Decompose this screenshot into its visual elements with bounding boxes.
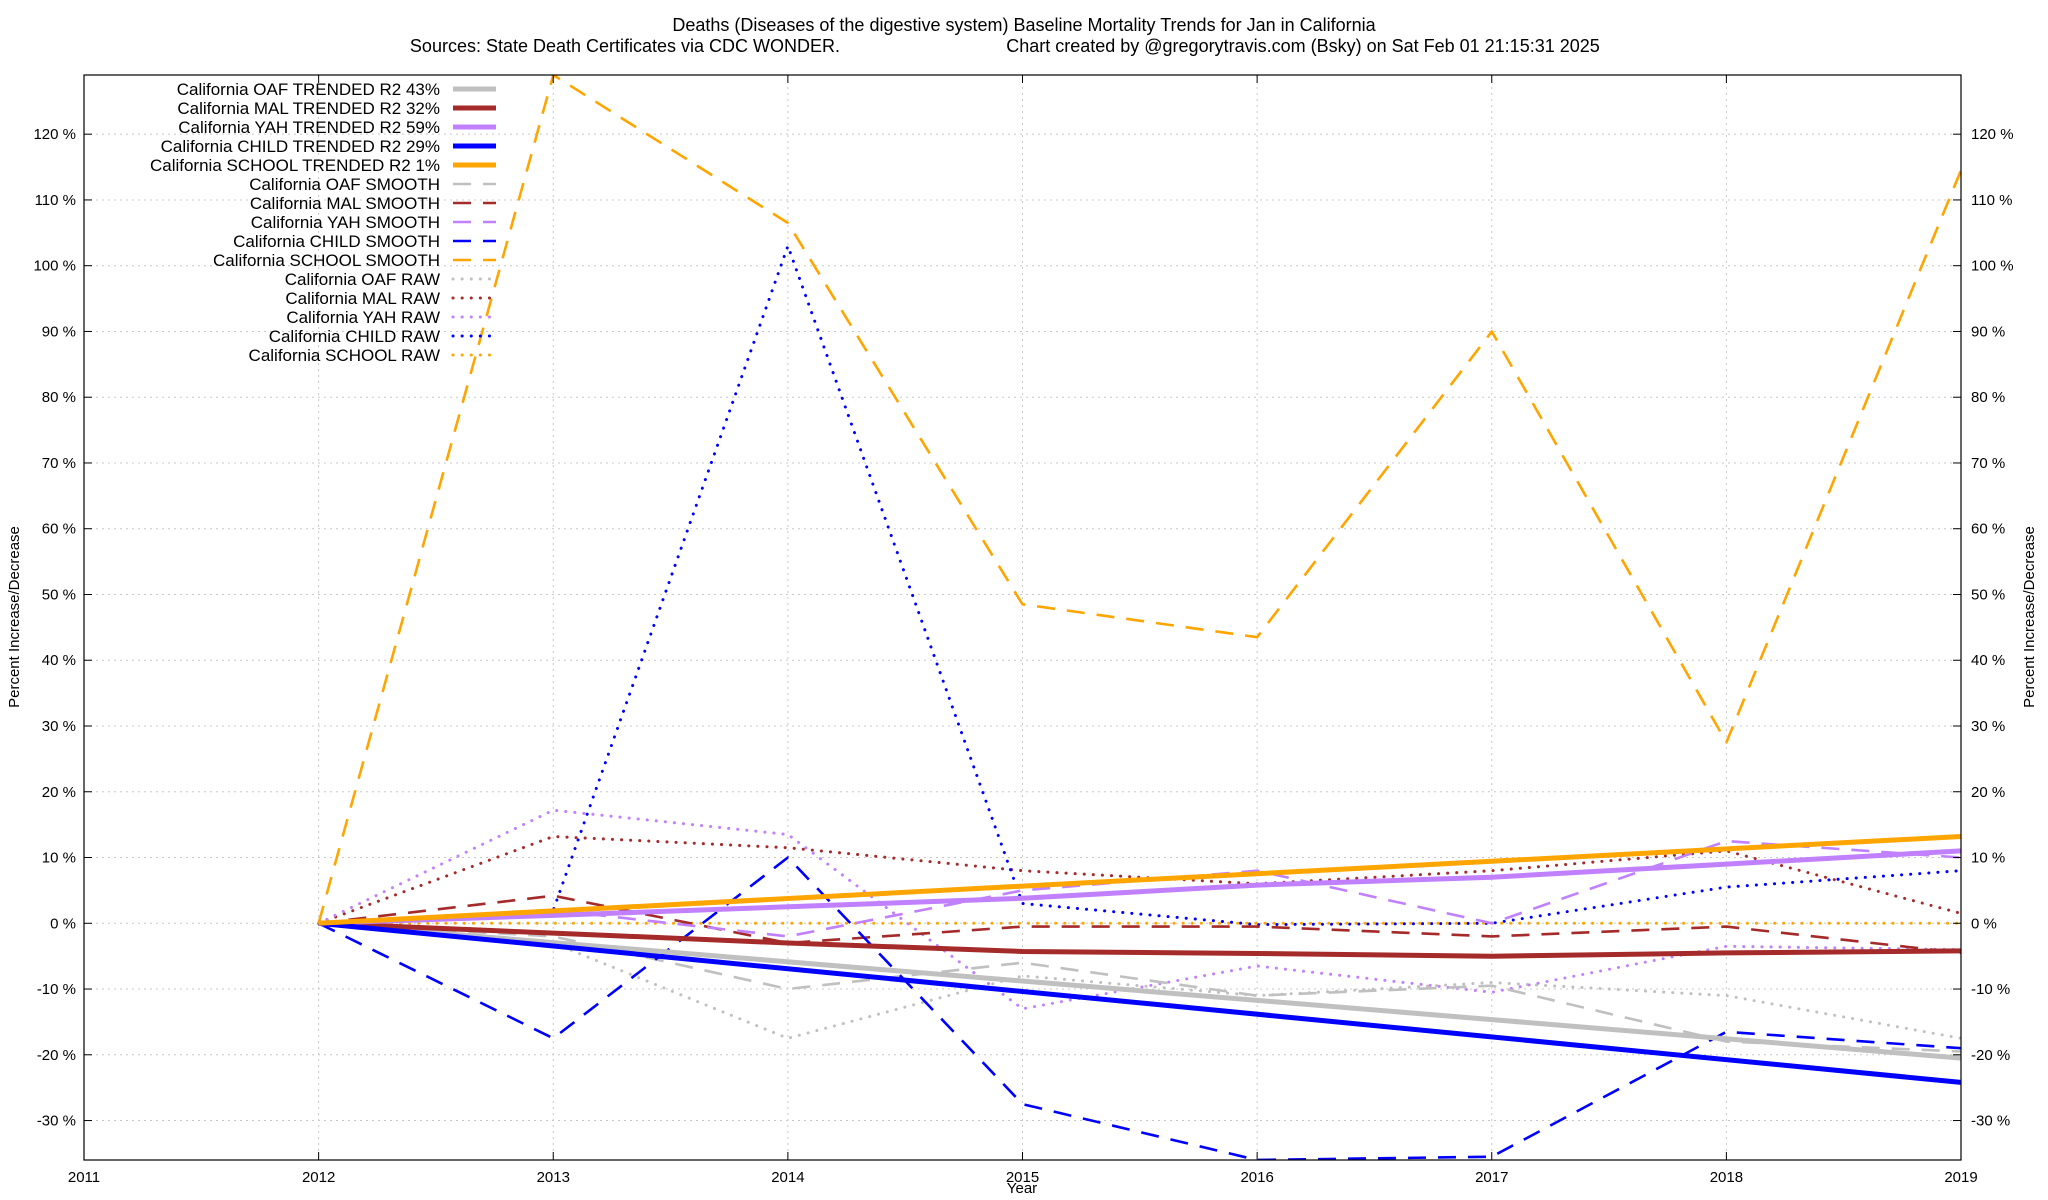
y-tick-label-left: 120 %	[33, 126, 76, 143]
y-tick-label-left: 40 %	[42, 652, 76, 669]
x-tick-label: 2012	[302, 1169, 335, 1186]
chart-subtitle-credit: Chart created by @gregorytravis.com (Bsk…	[1006, 36, 1600, 56]
x-tick-label: 2014	[771, 1169, 804, 1186]
y-tick-label-right: 20 %	[1971, 784, 2005, 801]
legend-label: California SCHOOL SMOOTH	[213, 251, 440, 270]
legend-label: California SCHOOL TRENDED R2 1%	[150, 156, 440, 175]
y-tick-label-left: 110 %	[35, 192, 76, 209]
y-tick-label-right: 90 %	[1971, 323, 2005, 340]
series-line-yah-trended-solid	[318, 848, 1961, 926]
series-line-child-raw-dotted	[317, 244, 1961, 927]
legend-label: California YAH RAW	[286, 308, 440, 327]
series-line-mal-smooth-dashed	[318, 894, 1961, 955]
y-tick-label-left: 60 %	[42, 521, 76, 538]
legend: California OAF TRENDED R2 43%California …	[150, 80, 498, 365]
legend-label: California YAH SMOOTH	[251, 213, 440, 232]
chart-subtitle-source: Sources: State Death Certificates via CD…	[410, 36, 840, 56]
legend-label: California OAF SMOOTH	[249, 175, 440, 194]
y-tick-label-right: 40 %	[1971, 652, 2005, 669]
series-line-mal-raw-dotted	[317, 835, 1961, 925]
y-tick-label-right: 100 %	[1971, 258, 2014, 275]
series-line-school-smooth-dashed	[317, 75, 1961, 924]
y-tick-label-right: 80 %	[1971, 389, 2005, 406]
series-line-child-trended-solid	[318, 920, 1961, 1085]
x-tick-label: 2015	[1006, 1169, 1039, 1186]
y-tick-label-left: 50 %	[42, 586, 76, 603]
series-line-child-smooth-dashed	[318, 856, 1961, 1160]
x-tick-label: 2016	[1240, 1169, 1273, 1186]
series-line-yah-raw-dotted	[317, 808, 1961, 1011]
series-line-mal-trended-solid	[318, 920, 1961, 959]
series-line-oaf-trended-solid	[318, 920, 1961, 1061]
y-tick-label-right: 30 %	[1971, 718, 2005, 735]
series-lines	[317, 75, 1961, 1160]
x-tick-label: 2017	[1475, 1169, 1508, 1186]
y-tick-label-right: -30 %	[1971, 1113, 2010, 1130]
y-tick-label-right: 110 %	[1971, 192, 2012, 209]
y-tick-label-right: 10 %	[1971, 850, 2005, 867]
y-tick-label-left: 0 %	[50, 915, 76, 932]
y-tick-label-right: -20 %	[1971, 1047, 2010, 1064]
legend-label: California CHILD RAW	[269, 327, 440, 346]
legend-label: California OAF TRENDED R2 43%	[177, 80, 440, 99]
chart-title: Deaths (Diseases of the digestive system…	[672, 15, 1376, 35]
series-line-school-trended-solid	[318, 834, 1961, 926]
x-tick-label: 2011	[68, 1169, 100, 1186]
y-tick-label-left: 100 %	[33, 258, 76, 275]
axis-ticks: 2011 2012 2013 2014 2015 2016 2017 2018 2019 -30 …	[33, 75, 2014, 1186]
legend-label: California MAL TRENDED R2 32%	[177, 99, 440, 118]
series-line-oaf-raw-dotted	[317, 921, 1961, 1040]
legend-label: California OAF RAW	[285, 270, 440, 289]
x-tick-label: 2018	[1710, 1169, 1743, 1186]
y-tick-label-left: -10 %	[37, 981, 76, 998]
y-tick-label-right: 60 %	[1971, 521, 2005, 538]
legend-label: California CHILD SMOOTH	[233, 232, 440, 251]
y-axis-label-left: Percent Increase/Decrease	[6, 526, 23, 708]
legend-label: California YAH TRENDED R2 59%	[178, 118, 440, 137]
legend-label: California CHILD TRENDED R2 29%	[161, 137, 440, 156]
y-tick-label-left: -30 %	[37, 1113, 76, 1130]
y-tick-label-right: 50 %	[1971, 586, 2005, 603]
y-tick-label-right: -10 %	[1971, 981, 2010, 998]
legend-label: California MAL RAW	[285, 289, 440, 308]
y-tick-label-left: 90 %	[42, 323, 76, 340]
legend-label: California SCHOOL RAW	[249, 346, 440, 365]
y-tick-label-left: 30 %	[42, 718, 76, 735]
grid-lines	[83, 75, 1962, 1160]
y-tick-label-right: 0 %	[1971, 915, 1997, 932]
legend-label: California MAL SMOOTH	[250, 194, 440, 213]
x-tick-label: 2013	[537, 1169, 570, 1186]
y-tick-label-left: 80 %	[42, 389, 76, 406]
y-tick-label-left: 10 %	[42, 850, 76, 867]
y-tick-label-left: 70 %	[42, 455, 76, 472]
x-tick-label: 2019	[1944, 1169, 1977, 1186]
x-axis-label: Year	[1007, 1180, 1037, 1197]
y-tick-label-left: 20 %	[42, 784, 76, 801]
y-tick-label-right: 70 %	[1971, 455, 2005, 472]
y-tick-label-left: -20 %	[37, 1047, 76, 1064]
y-axis-label-right: Percent Increase/Decrease	[2021, 526, 2038, 708]
y-tick-label-right: 120 %	[1971, 126, 2014, 143]
